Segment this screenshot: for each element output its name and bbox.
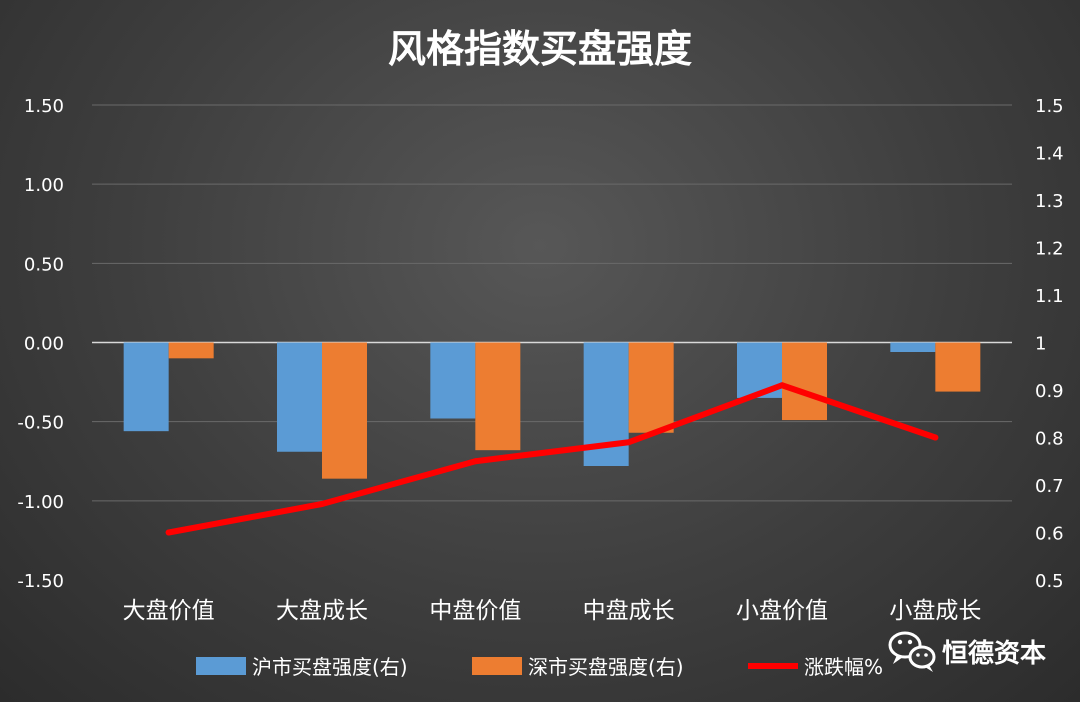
bars bbox=[123, 342, 981, 479]
category-label: 中盘成长 bbox=[583, 598, 675, 624]
category-label: 大盘价值 bbox=[123, 598, 215, 624]
bar-sh-0 bbox=[123, 342, 169, 432]
axis-ticks: 1.50 1.00 0.50 0.00 -0.50 -1.00 -1.50 1.5 1.4 1.3… bbox=[17, 96, 1063, 624]
wechat-icon bbox=[888, 631, 936, 672]
line-series bbox=[165, 382, 939, 536]
right-tick-label: 1.5 bbox=[1035, 96, 1064, 117]
bar-sh-1 bbox=[277, 342, 322, 452]
category-label: 中盘价值 bbox=[429, 598, 521, 624]
left-tick-label: 1.00 bbox=[24, 175, 64, 196]
bar-sh-5 bbox=[890, 342, 936, 352]
right-tick-label: 1.4 bbox=[1035, 144, 1064, 165]
legend-label-2: 涨跌幅% bbox=[804, 655, 883, 679]
bar-sz-1 bbox=[322, 342, 367, 479]
right-tick-label: 0.8 bbox=[1035, 429, 1064, 450]
chart-title: 风格指数买盘强度 bbox=[388, 27, 692, 71]
grid-lines bbox=[92, 104, 1012, 502]
right-tick-label: 0.9 bbox=[1035, 381, 1064, 402]
line-point-5 bbox=[932, 434, 939, 441]
right-tick-label: 1.3 bbox=[1035, 191, 1064, 212]
legend-label-1: 深市买盘强度(右) bbox=[528, 655, 684, 679]
bar-sz-4 bbox=[782, 342, 827, 421]
right-tick-label: 1 bbox=[1035, 334, 1046, 355]
line-point-2 bbox=[472, 458, 479, 465]
bar-sz-3 bbox=[628, 342, 674, 433]
category-label: 大盘成长 bbox=[276, 598, 368, 624]
bar-sz-2 bbox=[475, 342, 521, 451]
line-point-3 bbox=[625, 439, 632, 446]
left-tick-label: -1.00 bbox=[17, 492, 64, 513]
legend: 沪市买盘强度(右) 深市买盘强度(右) 涨跌幅% bbox=[196, 655, 883, 679]
right-tick-label: 0.7 bbox=[1035, 476, 1064, 497]
title-group: 风格指数买盘强度 bbox=[388, 27, 692, 71]
left-tick-label: 1.50 bbox=[24, 96, 64, 117]
line-point-4 bbox=[779, 382, 785, 389]
right-tick-label: 0.6 bbox=[1035, 524, 1064, 545]
line-point-0 bbox=[165, 529, 172, 536]
category-label: 小盘成长 bbox=[889, 598, 981, 624]
line-zhangdiefu bbox=[165, 382, 939, 536]
watermark: 恒德资本 bbox=[888, 631, 1046, 672]
left-tick-label: -1.50 bbox=[17, 571, 64, 592]
category-label: 小盘价值 bbox=[736, 598, 828, 624]
watermark-text: 恒德资本 bbox=[942, 639, 1046, 669]
right-tick-label: 0.5 bbox=[1035, 571, 1064, 592]
bar-sh-2 bbox=[430, 342, 476, 419]
bar-sz-5 bbox=[935, 342, 981, 392]
bar-sz-0 bbox=[168, 342, 214, 359]
legend-swatch-0 bbox=[196, 657, 246, 675]
legend-label-0: 沪市买盘强度(右) bbox=[252, 655, 408, 679]
right-tick-label: 1.2 bbox=[1035, 239, 1064, 260]
left-tick-label: 0.00 bbox=[24, 334, 64, 355]
right-tick-label: 1.1 bbox=[1035, 286, 1064, 307]
line-point-1 bbox=[319, 501, 325, 507]
legend-swatch-1 bbox=[472, 657, 522, 675]
left-tick-label: -0.50 bbox=[17, 413, 64, 434]
left-tick-label: 0.50 bbox=[24, 254, 64, 275]
